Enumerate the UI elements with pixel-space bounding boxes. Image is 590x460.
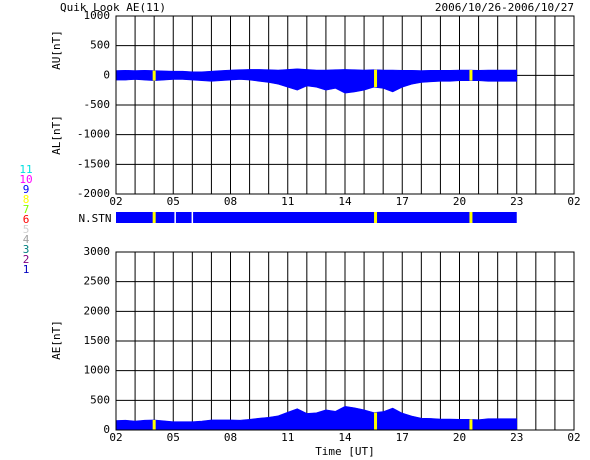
date-range: 2006/10/26-2006/10/27: [435, 1, 574, 14]
station-legend-item: 6: [23, 213, 30, 226]
chart-title: Quik Look AE(11): [60, 1, 166, 14]
area: [115, 405, 518, 431]
x-tick-label: 14: [338, 195, 352, 208]
station-legend-item: 2: [23, 253, 30, 266]
x-tick-label: 14: [338, 431, 352, 444]
x-tick-label: 02: [567, 431, 580, 444]
x-tick-label: 23: [510, 431, 523, 444]
x-tick-label: 11: [281, 431, 294, 444]
station-legend-item: 8: [23, 193, 30, 206]
y-tick-label: 3000: [84, 245, 111, 258]
x-tick-label: 08: [224, 195, 237, 208]
y-tick-label: -2000: [77, 187, 110, 200]
y-tick-label: 2500: [84, 275, 111, 288]
station-legend-item: 4: [23, 233, 30, 246]
station-bar: [116, 212, 517, 223]
y-tick-label: 1000: [84, 9, 111, 22]
y-tick-label: 500: [90, 393, 110, 406]
y-tick-label: 1500: [84, 334, 111, 347]
x-tick-label: 23: [510, 195, 523, 208]
y-tick-label: -1000: [77, 128, 110, 141]
x-tick-label: 20: [453, 195, 466, 208]
x-tick-label: 02: [567, 195, 580, 208]
x-tick-label: 20: [453, 431, 466, 444]
plot-frame: [115, 15, 575, 195]
station-legend-item: 10: [19, 173, 32, 186]
x-tick-label: 02: [109, 431, 122, 444]
y-axis-label: AL[nT]: [50, 115, 63, 155]
area: [115, 68, 518, 76]
x-axis-label: Time [UT]: [315, 445, 375, 458]
y-tick-label: 500: [90, 39, 110, 52]
station-legend-item: 5: [23, 223, 30, 236]
y-tick-label: 0: [103, 423, 110, 436]
x-tick-label: 05: [167, 195, 180, 208]
y-tick-label: 2000: [84, 304, 111, 317]
x-tick-label: 11: [281, 195, 294, 208]
x-tick-label: 08: [224, 431, 237, 444]
x-tick-label: 17: [396, 431, 409, 444]
plot-frame: [115, 251, 575, 431]
y-axis-label: AU[nT]: [50, 30, 63, 70]
y-tick-label: 0: [103, 68, 110, 81]
x-tick-label: 17: [396, 195, 409, 208]
x-tick-label: 05: [167, 431, 180, 444]
area: [115, 75, 518, 94]
y-tick-label: -1500: [77, 157, 110, 170]
station-legend-item: 1: [23, 263, 30, 276]
station-legend-item: 3: [23, 243, 30, 256]
y-tick-label: -500: [84, 98, 111, 111]
y-tick-label: 1000: [84, 364, 111, 377]
station-legend-item: 11: [19, 163, 32, 176]
station-legend-item: 7: [23, 203, 30, 216]
y-axis-label: AE[nT]: [50, 320, 63, 360]
x-tick-label: 02: [109, 195, 122, 208]
station-legend-item: 9: [23, 183, 30, 196]
station-label: N.STN: [78, 212, 111, 225]
